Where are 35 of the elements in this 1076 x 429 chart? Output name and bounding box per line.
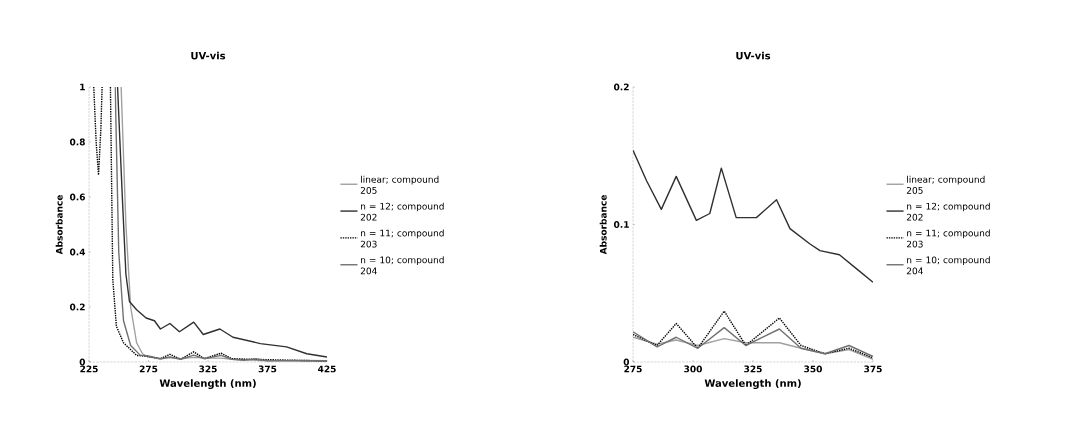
x-tick-label: 350 bbox=[804, 365, 822, 373]
x-tick-label: 375 bbox=[864, 365, 882, 373]
x-tick-label: 325 bbox=[744, 365, 762, 373]
x-tick-label: 225 bbox=[80, 365, 98, 373]
x-tick-label: 425 bbox=[318, 365, 336, 373]
y-tick-label: 0 bbox=[79, 358, 86, 366]
y-tick-label: 0.2 bbox=[613, 83, 629, 91]
x-tick-label: 325 bbox=[199, 365, 217, 373]
line-series bbox=[633, 326, 874, 358]
x-tick-label: 275 bbox=[139, 365, 158, 373]
x-axis-title: Wavelength (nm) bbox=[159, 379, 256, 389]
y-tick-label: 1 bbox=[80, 83, 85, 91]
y-axis-title: Absorbance bbox=[599, 195, 607, 255]
x-tick-label: 300 bbox=[684, 365, 702, 373]
x-tick-label: 375 bbox=[258, 365, 277, 373]
legend-label: n = 11; compound 203 bbox=[906, 229, 990, 248]
y-axis-title: Absorbance bbox=[55, 195, 63, 255]
y-tick-label: 0.1 bbox=[613, 221, 629, 228]
x-tick-label: 275 bbox=[624, 365, 642, 373]
chart-title: UV-vis bbox=[191, 51, 226, 60]
legend-label: n = 11; compound 203 bbox=[360, 229, 444, 248]
line-series bbox=[633, 149, 874, 283]
y-tick-label: 0.4 bbox=[69, 248, 86, 256]
legend-label: n = 12; compound 202 bbox=[360, 202, 444, 221]
chart-title: UV-vis bbox=[736, 51, 771, 60]
y-tick-label: 0 bbox=[623, 358, 630, 366]
y-tick-label: 0.2 bbox=[69, 303, 85, 311]
legend-label: n = 10; compound 204 bbox=[906, 256, 990, 275]
y-tick-label: 0.8 bbox=[69, 138, 85, 146]
legend-label: linear; compound 205 bbox=[906, 175, 985, 194]
y-tick-label: 0.6 bbox=[69, 193, 85, 201]
legend-label: linear; compound 205 bbox=[360, 175, 439, 194]
x-axis-title: Wavelength (nm) bbox=[704, 379, 801, 389]
legend-label: n = 12; compound 202 bbox=[906, 202, 990, 221]
legend-label: n = 10; compound 204 bbox=[360, 256, 444, 275]
